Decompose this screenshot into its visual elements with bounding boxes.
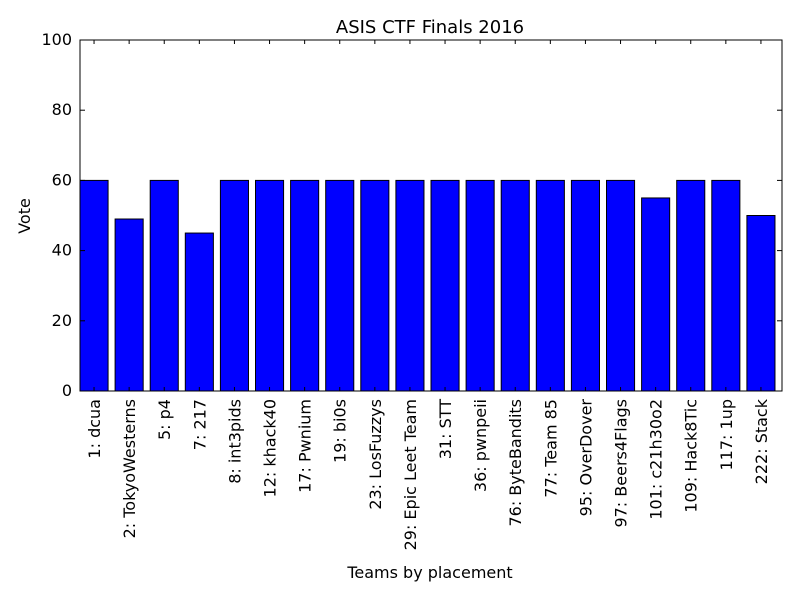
x-tick-label-5: 12: khack40: [261, 399, 280, 497]
x-tick-label-1: 2: TokyoWesterns: [120, 399, 139, 538]
x-tick-label-12: 76: ByteBandits: [506, 399, 525, 527]
bar-13: [535, 179, 565, 392]
bar-3: [184, 232, 214, 392]
x-tick-label-11: 36: pwnpeii: [471, 399, 490, 492]
bar-5: [255, 179, 285, 392]
y-tick-label-0: 0: [62, 381, 72, 400]
y-tick-label-4: 80: [52, 100, 72, 119]
x-tick-label-18: 117: 1up: [717, 399, 736, 471]
x-tick-label-0: 1: dcua: [85, 399, 104, 459]
y-tick-label-2: 40: [52, 241, 72, 260]
bar-19: [746, 215, 776, 392]
bar-10: [430, 179, 460, 392]
x-tick-label-6: 17: Pwnium: [296, 399, 315, 493]
x-axis-label: Teams by placement: [346, 563, 512, 582]
y-tick-label-5: 100: [41, 30, 72, 49]
x-tick-label-17: 109: Hack8Tic: [682, 399, 701, 513]
bar-4: [219, 179, 249, 392]
x-tick-label-13: 77: Team 85: [541, 399, 560, 498]
bar-9: [395, 179, 425, 392]
y-tick-label-1: 20: [52, 311, 72, 330]
x-tick-label-7: 19: bi0s: [331, 399, 350, 463]
x-tick-label-8: 23: LosFuzzys: [366, 399, 385, 510]
x-tick-label-3: 7: 217: [190, 399, 209, 450]
bar-11: [465, 179, 495, 392]
bar-1: [114, 218, 144, 392]
y-axis-label: Vote: [15, 198, 34, 234]
x-tick-label-9: 29: Epic Leet Team: [401, 399, 420, 550]
x-tick-label-4: 8: int3pids: [225, 399, 244, 484]
plot-frame: [79, 39, 783, 392]
x-tick-label-16: 101: c21h30o2: [647, 399, 666, 520]
ticks-group: 1: dcua 2: TokyoWesterns 5: p4 7: 217 8: int…: [41, 30, 782, 550]
chart-title: ASIS CTF Finals 2016: [336, 17, 524, 38]
bar-15: [606, 179, 636, 392]
bar-18: [711, 179, 741, 392]
bar-14: [570, 179, 600, 392]
x-tick-label-15: 97: Beers4Flags: [612, 399, 631, 528]
x-tick-label-14: 95: OverDover: [576, 399, 595, 517]
bar-12: [500, 179, 530, 392]
bar-16: [641, 197, 671, 392]
x-tick-label-2: 5: p4: [155, 399, 174, 440]
bar-6: [290, 179, 320, 392]
y-tick-label-3: 60: [52, 170, 72, 189]
x-tick-label-10: 31: STT: [436, 399, 455, 459]
bar-0: [79, 179, 109, 392]
bar-8: [360, 179, 390, 392]
x-tick-label-19: 222: Stack: [752, 398, 771, 484]
bar-7: [325, 179, 355, 392]
bar-17: [676, 179, 706, 392]
bars-group: [79, 179, 776, 392]
bar-2: [149, 179, 179, 392]
